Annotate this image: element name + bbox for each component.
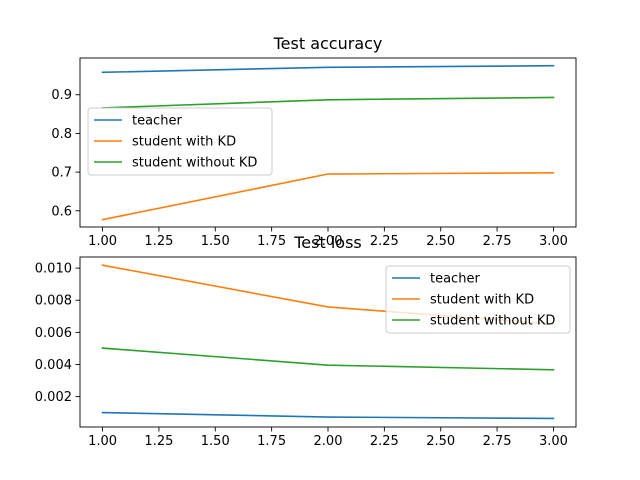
legend-label-3: student without KD [132, 156, 257, 171]
x-tick-label: 2.50 [426, 234, 455, 249]
y-tick-label: 0.006 [35, 326, 72, 341]
legend-box [87, 107, 273, 176]
legend: teacher student with KD student without KD [385, 265, 571, 334]
chart-title: Test accuracy [273, 34, 383, 53]
x-tick-label: 1.00 [88, 234, 117, 249]
chart-title: Test loss [293, 233, 362, 252]
subplot-1: Test accuracy 1.00 1.25 1.50 1.75 2.00 2.25 2.5… [51, 34, 577, 249]
series-line-1 [101, 64, 555, 74]
y-tick-label: 0.004 [35, 358, 72, 373]
x-tick-label: 1.25 [144, 234, 173, 249]
axes-frame [79, 256, 577, 428]
series-line-3 [101, 96, 555, 109]
series-line-2 [101, 172, 555, 221]
x-tick-label: 3.00 [539, 234, 568, 249]
series-line-3 [101, 347, 555, 371]
legend-label-3: student without KD [430, 314, 555, 329]
series-line-1 [101, 411, 555, 420]
x-tick-label: 2.25 [370, 434, 399, 449]
y-tick-label: 0.008 [35, 294, 72, 309]
legend: teacher student with KD student without KD [87, 107, 273, 176]
x-tick-label: 2.75 [483, 234, 512, 249]
y-tick-label: 0.010 [35, 262, 72, 277]
x-tick-label: 1.50 [201, 434, 230, 449]
x-tick-label: 3.00 [539, 434, 568, 449]
subplot-2: Test loss 1.00 1.25 1.50 1.75 2.00 2.25 2.50 2.7… [35, 233, 577, 449]
legend-label-1: teacher [132, 114, 182, 129]
legend-box [385, 265, 571, 334]
x-tick-label: 2.75 [483, 434, 512, 449]
x-tick-label: 1.75 [257, 234, 286, 249]
y-tick-label: 0.8 [51, 127, 72, 142]
y-tick-label: 0.7 [51, 166, 72, 181]
x-tick-label: 1.75 [257, 434, 286, 449]
x-tick-label: 1.25 [144, 434, 173, 449]
x-tick-label: 1.00 [88, 434, 117, 449]
x-tick-label: 2.50 [426, 434, 455, 449]
legend-label-2: student with KD [430, 293, 534, 308]
x-tick-label: 2.25 [370, 234, 399, 249]
x-tick-label: 1.50 [201, 234, 230, 249]
y-tick-label: 0.9 [51, 88, 72, 103]
y-tick-label: 0.002 [35, 390, 72, 405]
legend-label-2: student with KD [132, 135, 236, 150]
x-tick-label: 2.00 [314, 234, 343, 249]
legend-label-1: teacher [430, 272, 480, 287]
x-tick-label: 2.00 [314, 434, 343, 449]
chart-layer: Test accuracy 1.00 1.25 1.50 1.75 2.00 2.25 2.5… [35, 34, 577, 449]
axes-frame [79, 57, 577, 228]
y-tick-label: 0.6 [51, 204, 72, 219]
